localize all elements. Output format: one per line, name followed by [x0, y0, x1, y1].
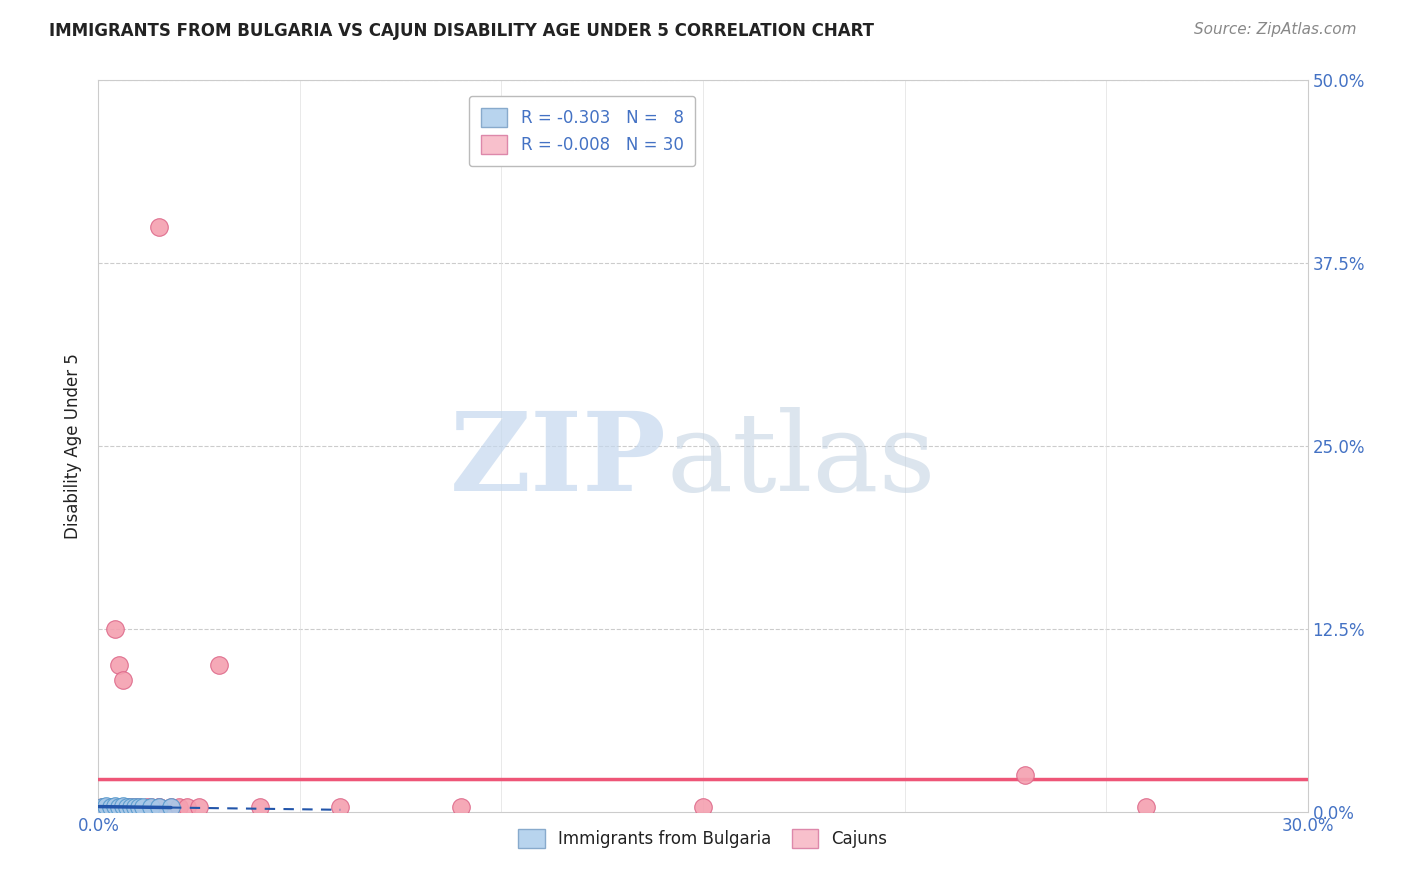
Text: Source: ZipAtlas.com: Source: ZipAtlas.com	[1194, 22, 1357, 37]
Point	[115, 800, 138, 814]
Point	[91, 800, 114, 814]
Legend: Immigrants from Bulgaria, Cajuns: Immigrants from Bulgaria, Cajuns	[512, 822, 894, 855]
Point	[100, 800, 122, 814]
Point	[96, 800, 118, 814]
Point	[176, 800, 198, 814]
Point	[329, 800, 352, 814]
Y-axis label: Disability Age Under 5: Disability Age Under 5	[65, 353, 83, 539]
Point	[148, 800, 170, 814]
Point	[103, 622, 125, 636]
Point	[107, 658, 129, 673]
Point	[160, 800, 183, 814]
Point	[111, 800, 134, 814]
Point	[249, 800, 271, 814]
Point	[115, 800, 138, 814]
Point	[107, 800, 129, 814]
Point	[148, 800, 170, 814]
Text: IMMIGRANTS FROM BULGARIA VS CAJUN DISABILITY AGE UNDER 5 CORRELATION CHART: IMMIGRANTS FROM BULGARIA VS CAJUN DISABI…	[49, 22, 875, 40]
Point	[1135, 800, 1157, 814]
Point	[160, 800, 183, 814]
Point	[107, 800, 129, 814]
Point	[91, 800, 114, 814]
Point	[208, 658, 231, 673]
Text: ZIP: ZIP	[450, 407, 666, 514]
Point	[103, 800, 125, 814]
Point	[111, 673, 134, 687]
Point	[132, 800, 155, 814]
Point	[1014, 768, 1036, 782]
Point	[692, 800, 714, 814]
Point	[124, 800, 146, 814]
Point	[120, 800, 142, 814]
Point	[148, 219, 170, 234]
Point	[128, 800, 150, 814]
Point	[135, 800, 157, 814]
Point	[100, 800, 122, 814]
Point	[100, 800, 122, 814]
Point	[139, 800, 162, 814]
Text: atlas: atlas	[666, 407, 936, 514]
Point	[128, 800, 150, 814]
Point	[188, 800, 211, 814]
Point	[96, 798, 118, 813]
Point	[148, 800, 170, 814]
Point	[124, 800, 146, 814]
Point	[115, 800, 138, 814]
Point	[139, 800, 162, 814]
Point	[103, 798, 125, 813]
Point	[111, 798, 134, 813]
Point	[120, 800, 142, 814]
Point	[167, 800, 190, 814]
Point	[450, 800, 472, 814]
